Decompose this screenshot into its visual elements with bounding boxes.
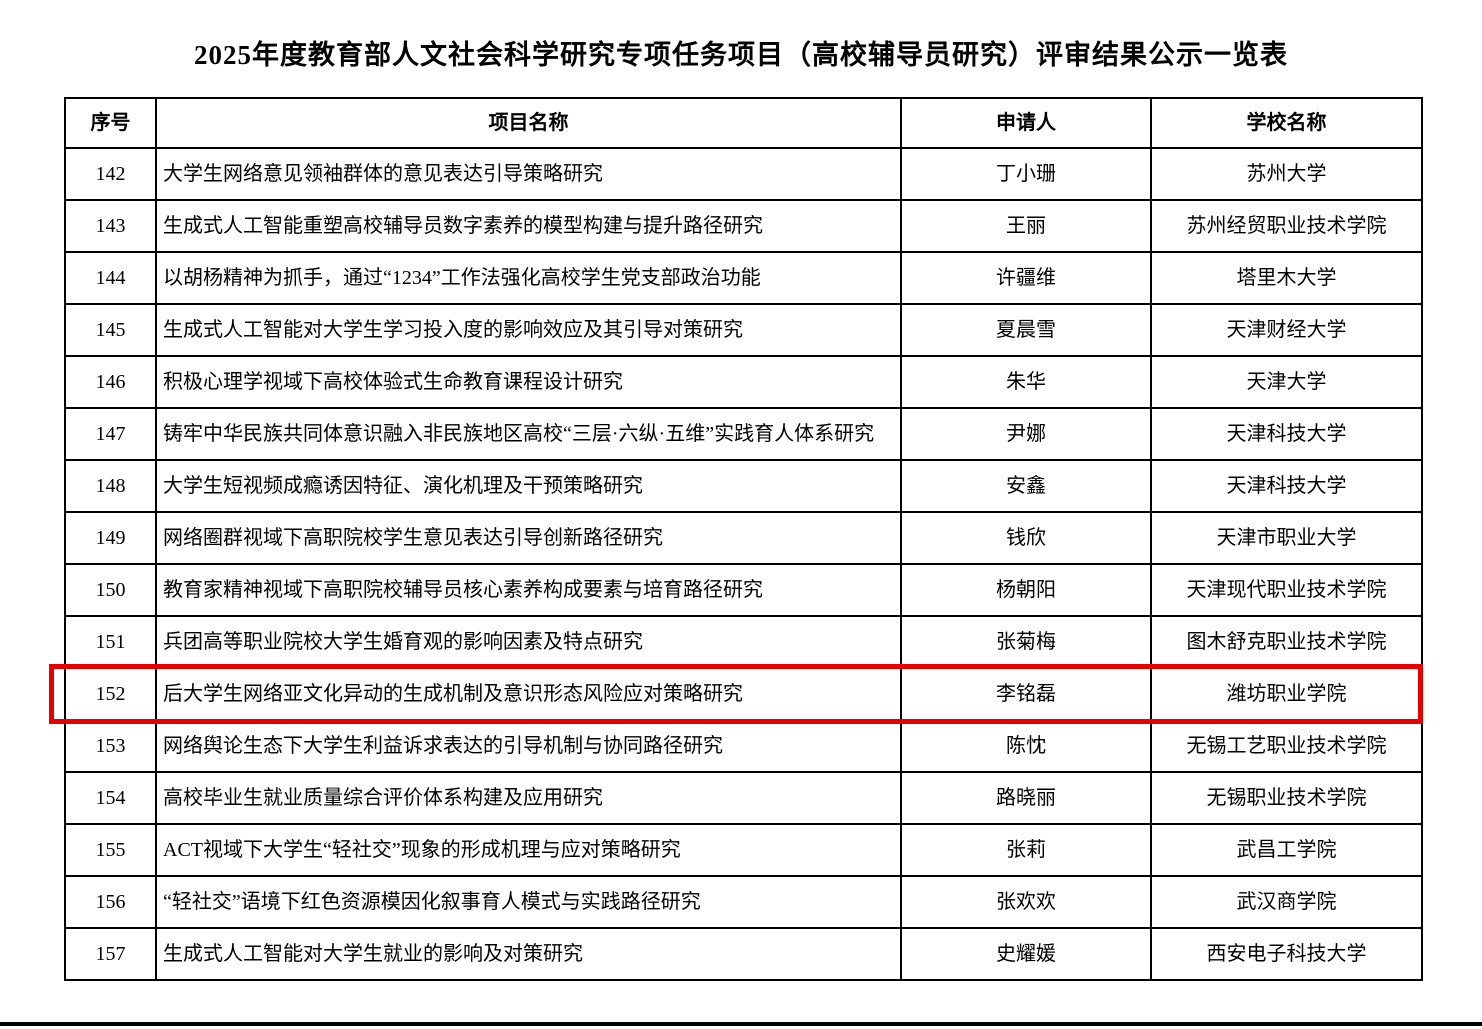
cell-school-name: 潍坊职业学院	[1150, 667, 1423, 721]
table-row: 144 以胡杨精神为抓手，通过“1234”工作法强化高校学生党支部政治功能 许疆…	[64, 251, 1423, 305]
table-row: 153 网络舆论生态下大学生利益诉求表达的引导机制与协同路径研究 陈忱 无锡工艺…	[64, 719, 1423, 773]
cell-school-name: 武汉商学院	[1150, 875, 1423, 929]
page-bottom-border	[0, 1022, 1482, 1026]
cell-applicant: 安鑫	[900, 459, 1152, 513]
page-title: 2025年度教育部人文社会科学研究专项任务项目（高校辅导员研究）评审结果公示一览…	[194, 40, 1288, 70]
table-row: 156 “轻社交”语境下红色资源模因化叙事育人模式与实践路径研究 张欢欢 武汉商…	[64, 875, 1423, 929]
header-serial-number: 序号	[64, 97, 157, 149]
cell-serial-number: 149	[64, 511, 157, 565]
cell-project-name: 大学生短视频成瘾诱因特征、演化机理及干预策略研究	[155, 459, 902, 513]
table-row: 145 生成式人工智能对大学生学习投入度的影响效应及其引导对策研究 夏晨雪 天津…	[64, 303, 1423, 357]
cell-project-name: 教育家精神视域下高职院校辅导员核心素养构成要素与培育路径研究	[155, 563, 902, 617]
table-row: 152 后大学生网络亚文化异动的生成机制及意识形态风险应对策略研究 李铭磊 潍坊…	[64, 667, 1423, 721]
cell-school-name: 塔里木大学	[1150, 251, 1423, 305]
table-row: 142 大学生网络意见领袖群体的意见表达引导策略研究 丁小珊 苏州大学	[64, 147, 1423, 201]
cell-school-name: 天津大学	[1150, 355, 1423, 409]
cell-applicant: 丁小珊	[900, 147, 1152, 201]
cell-serial-number: 143	[64, 199, 157, 253]
cell-serial-number: 150	[64, 563, 157, 617]
cell-serial-number: 142	[64, 147, 157, 201]
cell-project-name: 铸牢中华民族共同体意识融入非民族地区高校“三层·六纵·五维”实践育人体系研究	[155, 407, 902, 461]
cell-school-name: 苏州经贸职业技术学院	[1150, 199, 1423, 253]
cell-applicant: 夏晨雪	[900, 303, 1152, 357]
cell-applicant: 许疆维	[900, 251, 1152, 305]
header-project-name: 项目名称	[155, 97, 902, 149]
cell-applicant: 张欢欢	[900, 875, 1152, 929]
table-row: 151 兵团高等职业院校大学生婚育观的影响因素及特点研究 张菊梅 图木舒克职业技…	[64, 615, 1423, 669]
cell-school-name: 无锡职业技术学院	[1150, 771, 1423, 825]
cell-applicant: 杨朝阳	[900, 563, 1152, 617]
cell-serial-number: 155	[64, 823, 157, 877]
table-row: 155 ACT视域下大学生“轻社交”现象的形成机理与应对策略研究 张莉 武昌工学…	[64, 823, 1423, 877]
cell-school-name: 天津财经大学	[1150, 303, 1423, 357]
cell-school-name: 天津科技大学	[1150, 407, 1423, 461]
cell-serial-number: 147	[64, 407, 157, 461]
cell-serial-number: 152	[64, 667, 157, 721]
cell-serial-number: 156	[64, 875, 157, 929]
cell-serial-number: 145	[64, 303, 157, 357]
cell-project-name: 网络舆论生态下大学生利益诉求表达的引导机制与协同路径研究	[155, 719, 902, 773]
table-row: 143 生成式人工智能重塑高校辅导员数字素养的模型构建与提升路径研究 王丽 苏州…	[64, 199, 1423, 253]
cell-project-name: 生成式人工智能重塑高校辅导员数字素养的模型构建与提升路径研究	[155, 199, 902, 253]
table-row: 154 高校毕业生就业质量综合评价体系构建及应用研究 路晓丽 无锡职业技术学院	[64, 771, 1423, 825]
cell-applicant: 路晓丽	[900, 771, 1152, 825]
cell-serial-number: 148	[64, 459, 157, 513]
table-row: 148 大学生短视频成瘾诱因特征、演化机理及干预策略研究 安鑫 天津科技大学	[64, 459, 1423, 513]
cell-school-name: 图木舒克职业技术学院	[1150, 615, 1423, 669]
cell-applicant: 李铭磊	[900, 667, 1152, 721]
table-row: 150 教育家精神视域下高职院校辅导员核心素养构成要素与培育路径研究 杨朝阳 天…	[64, 563, 1423, 617]
cell-project-name: 兵团高等职业院校大学生婚育观的影响因素及特点研究	[155, 615, 902, 669]
cell-applicant: 张莉	[900, 823, 1152, 877]
cell-applicant: 张菊梅	[900, 615, 1152, 669]
table-body: 142 大学生网络意见领袖群体的意见表达引导策略研究 丁小珊 苏州大学 143 …	[64, 147, 1423, 981]
cell-school-name: 天津现代职业技术学院	[1150, 563, 1423, 617]
cell-project-name: 后大学生网络亚文化异动的生成机制及意识形态风险应对策略研究	[155, 667, 902, 721]
cell-applicant: 尹娜	[900, 407, 1152, 461]
header-applicant: 申请人	[900, 97, 1152, 149]
cell-project-name: 生成式人工智能对大学生就业的影响及对策研究	[155, 927, 902, 981]
cell-project-name: 高校毕业生就业质量综合评价体系构建及应用研究	[155, 771, 902, 825]
cell-serial-number: 153	[64, 719, 157, 773]
cell-project-name: “轻社交”语境下红色资源模因化叙事育人模式与实践路径研究	[155, 875, 902, 929]
cell-project-name: 积极心理学视域下高校体验式生命教育课程设计研究	[155, 355, 902, 409]
cell-applicant: 朱华	[900, 355, 1152, 409]
results-table: 序号 项目名称 申请人 学校名称 142 大学生网络意见领袖群体的意见表达引导策…	[64, 97, 1423, 981]
cell-serial-number: 157	[64, 927, 157, 981]
cell-project-name: 生成式人工智能对大学生学习投入度的影响效应及其引导对策研究	[155, 303, 902, 357]
cell-project-name: 网络圈群视域下高职院校学生意见表达引导创新路径研究	[155, 511, 902, 565]
cell-serial-number: 144	[64, 251, 157, 305]
cell-school-name: 西安电子科技大学	[1150, 927, 1423, 981]
cell-school-name: 武昌工学院	[1150, 823, 1423, 877]
cell-applicant: 史耀媛	[900, 927, 1152, 981]
cell-project-name: ACT视域下大学生“轻社交”现象的形成机理与应对策略研究	[155, 823, 902, 877]
table-row: 147 铸牢中华民族共同体意识融入非民族地区高校“三层·六纵·五维”实践育人体系…	[64, 407, 1423, 461]
cell-school-name: 天津市职业大学	[1150, 511, 1423, 565]
cell-school-name: 苏州大学	[1150, 147, 1423, 201]
cell-applicant: 钱欣	[900, 511, 1152, 565]
cell-project-name: 以胡杨精神为抓手，通过“1234”工作法强化高校学生党支部政治功能	[155, 251, 902, 305]
table-row: 146 积极心理学视域下高校体验式生命教育课程设计研究 朱华 天津大学	[64, 355, 1423, 409]
cell-applicant: 陈忱	[900, 719, 1152, 773]
table-header: 序号 项目名称 申请人 学校名称	[64, 97, 1423, 149]
cell-serial-number: 151	[64, 615, 157, 669]
header-row: 序号 项目名称 申请人 学校名称	[64, 97, 1423, 149]
cell-school-name: 无锡工艺职业技术学院	[1150, 719, 1423, 773]
cell-serial-number: 154	[64, 771, 157, 825]
table-row: 149 网络圈群视域下高职院校学生意见表达引导创新路径研究 钱欣 天津市职业大学	[64, 511, 1423, 565]
table-row: 157 生成式人工智能对大学生就业的影响及对策研究 史耀媛 西安电子科技大学	[64, 927, 1423, 981]
cell-applicant: 王丽	[900, 199, 1152, 253]
cell-serial-number: 146	[64, 355, 157, 409]
header-school-name: 学校名称	[1150, 97, 1423, 149]
cell-project-name: 大学生网络意见领袖群体的意见表达引导策略研究	[155, 147, 902, 201]
cell-school-name: 天津科技大学	[1150, 459, 1423, 513]
